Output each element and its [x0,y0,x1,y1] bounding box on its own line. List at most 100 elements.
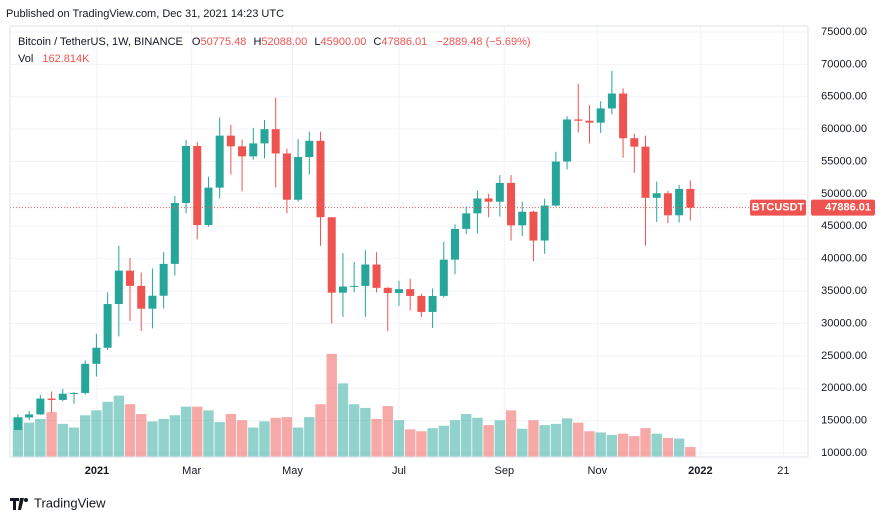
volume-name: Vol [18,53,33,65]
candle-layer [10,70,808,431]
volume-bar [617,433,629,457]
candle-body [182,145,191,203]
volume-bar [169,415,181,457]
price-tag-text: 47886.01 [825,202,871,214]
candle-body [663,193,672,216]
volume-bar [57,423,68,457]
candle-body [126,270,135,286]
volume-bar [550,423,562,457]
symbol-tag [750,199,806,216]
ohlc-value: 45900.00 [320,36,366,48]
ohlc-key: O [192,36,201,48]
brand: TradingView [34,495,106,510]
candle-body [630,138,639,147]
candle-body [518,211,527,226]
candle-body [137,285,146,309]
volume-bar [214,422,225,457]
volume-bar [472,417,483,457]
published-note: Published on TradingView.com, Dec 31, 20… [6,8,284,20]
candle-body [462,213,471,229]
legend-line: Bitcoin / TetherUS, 1W, BINANCE O50775.4… [18,36,531,48]
candle-body [193,145,202,226]
candle-body [226,135,235,147]
plot-frame [9,25,809,458]
candle-body [529,211,538,241]
volume-bar [270,417,281,457]
candle-body [294,157,303,200]
volume-bar [629,436,640,457]
y-tick-label: 40000.00 [821,253,867,265]
volume-value: 162.814K [42,53,90,65]
brand-logo: TradingView [10,495,106,510]
volume-bar [539,425,550,457]
y-tick-label: 25000.00 [821,350,867,362]
volume-bar [292,427,304,457]
volume-bar [91,410,102,457]
candle-body [215,135,224,188]
volume-bar [382,406,393,457]
x-tick-label: Nov [588,465,608,477]
candle-body [361,264,370,286]
volume-bar [68,427,80,457]
volume-bar [315,404,326,457]
volume-bar [12,417,24,457]
volume-bar [393,420,405,457]
grid [10,26,808,457]
volume-bar [23,422,35,457]
volume-bar [337,383,349,457]
candle-body [383,287,392,294]
volume-bar [136,414,147,457]
x-tick-label: Mar [182,465,201,477]
volume-bar [685,447,696,457]
volume-bar [528,420,539,457]
candle-body [148,295,157,309]
volume-bar [124,404,136,457]
volume-bar [225,414,237,457]
candle-body [58,393,67,400]
candle-body [69,392,78,394]
candle-body [451,228,460,260]
volume-bar [461,414,472,457]
volume-bar [180,406,192,457]
candle-body [25,414,34,418]
candle-body [484,198,493,202]
y-tick-label: 30000.00 [821,317,867,329]
volume-bar [158,418,169,457]
candle-body [686,188,695,208]
volume-bar [326,353,337,457]
candle-body [563,119,572,162]
candle-body [92,347,101,364]
volume-bar [651,433,662,457]
y-tick-label: 75000.00 [821,26,867,38]
candle-body [282,153,291,200]
ohlc-value: 52088.00 [261,36,307,48]
candle-body [338,286,347,293]
candle-body [170,202,179,264]
candle-body [260,129,269,144]
volume-bar [483,425,494,457]
volume-bar [573,422,584,457]
y-tick-label: 45000.00 [821,220,867,232]
candle-body [47,398,56,400]
volume-bar [371,418,382,457]
volume-bar [404,429,416,457]
volume-bar [606,434,618,457]
candle-body [81,363,90,393]
candle-body [372,264,381,288]
volume-bar [281,417,293,457]
volume-bar [348,404,360,457]
candle-body [114,270,123,305]
y-tick-label: 60000.00 [821,123,867,135]
candle-body [249,143,258,157]
volume-bar [35,418,46,457]
candle-body [428,295,437,312]
candle-body [507,182,516,226]
volume-bar [259,421,270,457]
ohlc-value: 50775.48 [200,36,246,48]
volume-bar [113,395,125,457]
volume-bar [427,428,438,457]
volume-bar [438,425,449,457]
volume-bar [561,418,573,457]
candle-body [652,193,661,198]
candle-body [641,146,650,198]
